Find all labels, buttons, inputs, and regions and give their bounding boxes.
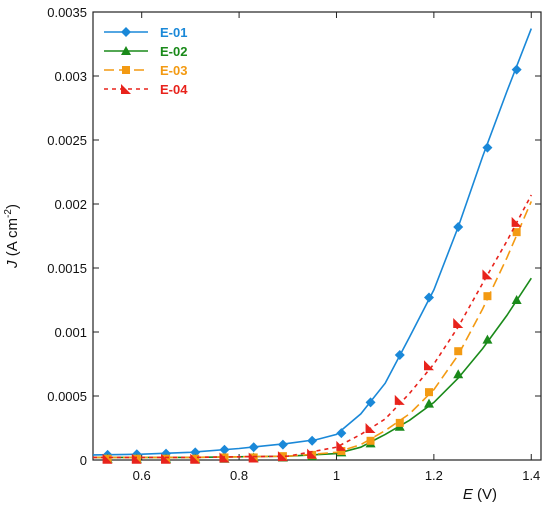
data-point-e-04	[453, 318, 464, 329]
y-tick-label: 0.002	[54, 197, 87, 212]
y-tick-label: 0.001	[54, 325, 87, 340]
data-point-e-04	[336, 440, 347, 451]
data-point-e-03	[366, 436, 375, 445]
y-tick-label: 0.0015	[47, 261, 87, 276]
data-point-e-04	[248, 452, 259, 463]
data-point-e-02	[424, 398, 434, 408]
legend: E-01 E-02 E-03 E-04	[104, 25, 188, 97]
series-line-e-03	[93, 201, 533, 459]
data-point-e-01	[453, 222, 464, 233]
data-point-e-04	[482, 269, 493, 280]
data-point-e-01	[277, 439, 288, 450]
data-point-e-04	[131, 453, 142, 464]
y-tick-label: 0.0025	[47, 133, 87, 148]
data-point-e-03	[483, 292, 492, 301]
data-point-e-02	[482, 334, 493, 344]
y-tick-label: 0.0035	[47, 5, 87, 20]
data-point-e-03	[512, 228, 521, 237]
x-tick-label: 0.6	[133, 468, 151, 483]
y-axis-title: J (A cm-2)	[3, 204, 21, 269]
data-point-e-01	[482, 142, 493, 153]
legend-marker	[122, 66, 130, 74]
series-e-01	[92, 28, 533, 460]
data-point-e-04	[161, 453, 172, 464]
legend-item-e-02: E-02	[104, 44, 187, 59]
data-point-e-04	[219, 452, 230, 463]
x-tick-label: 1.2	[425, 468, 443, 483]
y-tick-label: 0.003	[54, 69, 87, 84]
data-point-e-02	[511, 295, 522, 304]
axis-ticks: 0.6 0.8 1 1.2 1.4 0 0.0005 0.001 0.0015 0.002 0.00…	[47, 5, 541, 483]
plot-frame	[92, 11, 542, 461]
series-e-03	[93, 201, 533, 463]
legend-label: E-02	[160, 44, 187, 59]
series-line-e-04	[93, 194, 533, 459]
data-point-e-03	[454, 347, 463, 356]
y-tick-label: 0.0005	[47, 389, 87, 404]
legend-label: E-03	[160, 63, 187, 78]
data-point-e-01	[424, 292, 434, 303]
data-point-e-04	[511, 216, 522, 227]
legend-marker	[121, 27, 131, 37]
data-point-e-01	[365, 397, 376, 408]
data-point-e-01	[248, 442, 259, 453]
legend-label: E-04	[160, 82, 188, 97]
data-point-e-03	[395, 418, 404, 427]
data-point-e-03	[425, 388, 433, 397]
legend-item-e-04: E-04	[104, 82, 188, 97]
data-point-e-02	[453, 369, 464, 379]
x-tick-label: 1.4	[522, 468, 540, 483]
data-point-e-01	[219, 444, 230, 455]
x-tick-label: 1	[333, 468, 340, 483]
x-tick-label: 0.8	[230, 468, 248, 483]
data-point-e-04	[277, 451, 288, 462]
data-point-e-01	[336, 428, 347, 439]
legend-item-e-01: E-01	[104, 25, 187, 40]
data-point-e-04	[394, 394, 405, 405]
data-point-e-04	[307, 448, 318, 459]
data-point-e-04	[102, 453, 113, 464]
data-point-e-04	[424, 360, 434, 371]
data-point-e-03	[337, 447, 346, 456]
series-e-04	[93, 194, 533, 464]
legend-item-e-03: E-03	[104, 63, 187, 78]
series-line-e-01	[92, 28, 533, 456]
x-axis-title: E (V)	[463, 486, 497, 503]
series-e-02	[93, 277, 532, 463]
data-point-e-01	[511, 64, 522, 75]
data-point-e-01	[394, 350, 405, 361]
data-point-e-01	[307, 435, 318, 446]
data-point-e-04	[365, 423, 376, 433]
legend-label: E-01	[160, 25, 187, 40]
series-layer	[92, 28, 533, 464]
data-point-e-04	[190, 453, 201, 464]
series-line-e-02	[93, 277, 532, 459]
y-tick-label: 0	[80, 453, 87, 468]
legend-marker	[121, 46, 131, 55]
legend-marker	[121, 84, 131, 94]
